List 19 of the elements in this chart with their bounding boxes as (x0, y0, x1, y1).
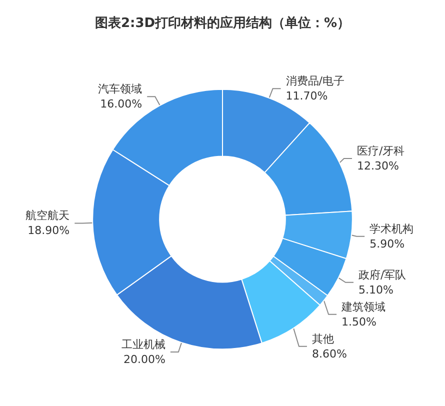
slice-label: 汽车领域 (98, 82, 142, 96)
data-label: 11.70% (286, 90, 328, 103)
chart-title: 图表2:3D打印材料的应用结构（单位：%） (94, 15, 350, 31)
slice-label: 建筑领域 (340, 300, 386, 314)
slice-label: 医疗/牙科 (356, 144, 405, 158)
slice-label: 航空航天 (26, 209, 70, 222)
slice-label: 政府/军队 (358, 268, 406, 282)
data-label: 20.00% (123, 353, 166, 366)
data-label: 5.10% (358, 283, 394, 296)
data-label: 16.00% (100, 98, 142, 111)
data-label: 18.90% (28, 224, 70, 238)
data-label: 8.60% (312, 347, 347, 360)
slice-label: 工业机械 (121, 338, 166, 352)
slice-label: 其他 (312, 332, 334, 346)
slice-label: 消费品/电子 (286, 74, 344, 88)
data-label: 12.30% (356, 159, 399, 172)
data-label: 5.90% (370, 237, 405, 250)
slice-label: 学术机构 (370, 222, 414, 236)
data-label: 1.50% (342, 315, 376, 328)
